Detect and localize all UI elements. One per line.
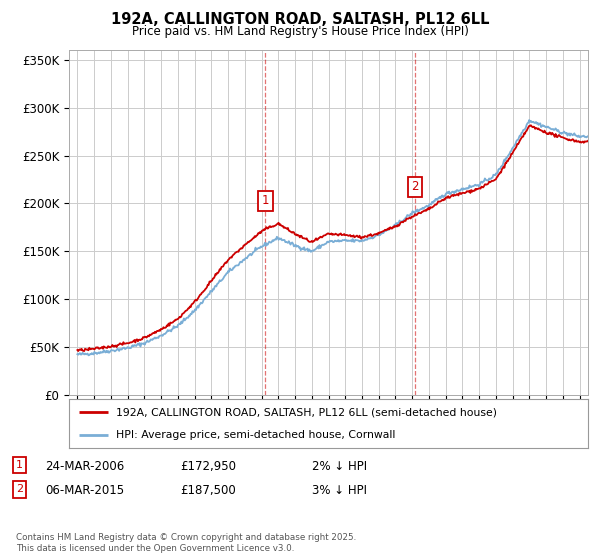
Text: 192A, CALLINGTON ROAD, SALTASH, PL12 6LL (semi-detached house): 192A, CALLINGTON ROAD, SALTASH, PL12 6LL… [116,407,497,417]
Text: 3% ↓ HPI: 3% ↓ HPI [312,484,367,497]
Text: Contains HM Land Registry data © Crown copyright and database right 2025.
This d: Contains HM Land Registry data © Crown c… [16,533,356,553]
Text: HPI: Average price, semi-detached house, Cornwall: HPI: Average price, semi-detached house,… [116,430,395,440]
Text: 1: 1 [262,194,269,207]
Text: £187,500: £187,500 [180,484,236,497]
Text: £172,950: £172,950 [180,460,236,473]
Text: 2% ↓ HPI: 2% ↓ HPI [312,460,367,473]
Text: 2: 2 [412,180,419,193]
Text: 06-MAR-2015: 06-MAR-2015 [45,484,124,497]
Text: Price paid vs. HM Land Registry's House Price Index (HPI): Price paid vs. HM Land Registry's House … [131,25,469,38]
Text: 192A, CALLINGTON ROAD, SALTASH, PL12 6LL: 192A, CALLINGTON ROAD, SALTASH, PL12 6LL [111,12,489,27]
Text: 1: 1 [16,460,23,470]
Text: 24-MAR-2006: 24-MAR-2006 [45,460,124,473]
Text: 2: 2 [16,484,23,494]
